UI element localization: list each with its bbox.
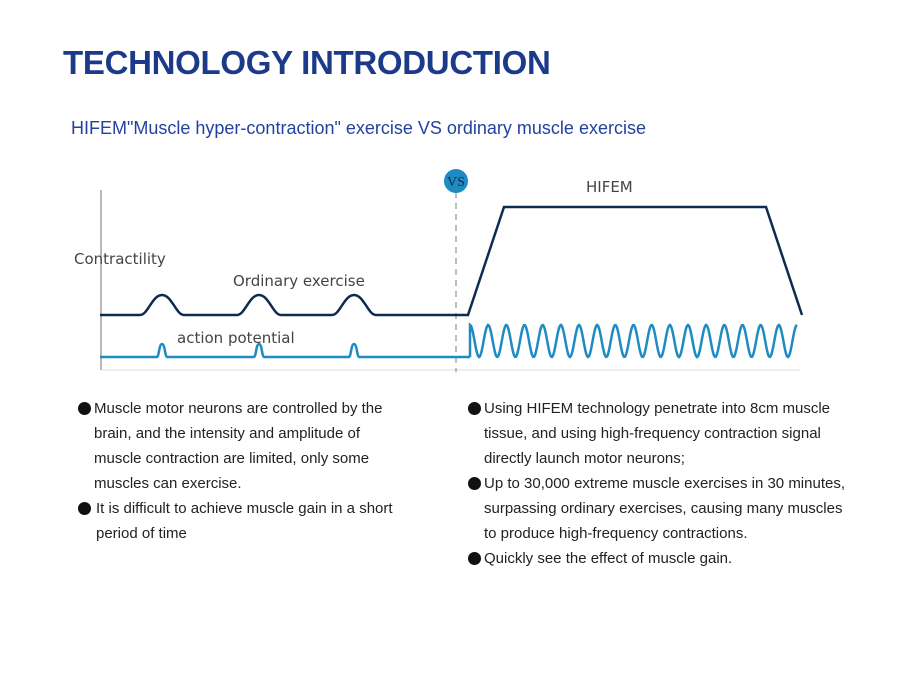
bullet-icon — [468, 477, 481, 490]
bullet-item: Using HIFEM technology penetrate into 8c… — [468, 396, 848, 471]
page-subtitle: HIFEM"Muscle hyper-contraction" exercise… — [71, 118, 646, 138]
hifem-signal-wave — [468, 322, 798, 359]
vs-badge — [444, 169, 468, 193]
ordinary-contraction-line — [100, 293, 456, 317]
bullet-icon — [78, 402, 91, 415]
bullet-item: Quickly see the effect of muscle gain. — [468, 546, 848, 571]
hifem-label: HIFEM — [586, 178, 633, 196]
bullet-item: It is difficult to achieve muscle gain i… — [78, 496, 398, 546]
vs-badge-text: VS — [447, 175, 465, 190]
action-potential-label: action potential — [177, 329, 295, 347]
bullet-icon — [468, 402, 481, 415]
action-potential-line — [100, 342, 470, 359]
hifem-description: Using HIFEM technology penetrate into 8c… — [468, 396, 848, 571]
hifem-contraction-line — [456, 205, 804, 317]
bullet-icon — [468, 552, 481, 565]
ordinary-exercise-label: Ordinary exercise — [233, 272, 365, 290]
ordinary-exercise-description: Muscle motor neurons are controlled by t… — [78, 396, 398, 546]
contraction-diagram: VS HIFEM Contractility Ordinary exercise… — [74, 169, 804, 372]
bullet-item: Muscle motor neurons are controlled by t… — [78, 396, 398, 496]
contractility-label: Contractility — [74, 250, 166, 268]
bullet-icon — [78, 502, 91, 515]
bullet-item: Up to 30,000 extreme muscle exercises in… — [468, 471, 848, 546]
page-title: TECHNOLOGY INTRODUCTION — [63, 44, 551, 81]
